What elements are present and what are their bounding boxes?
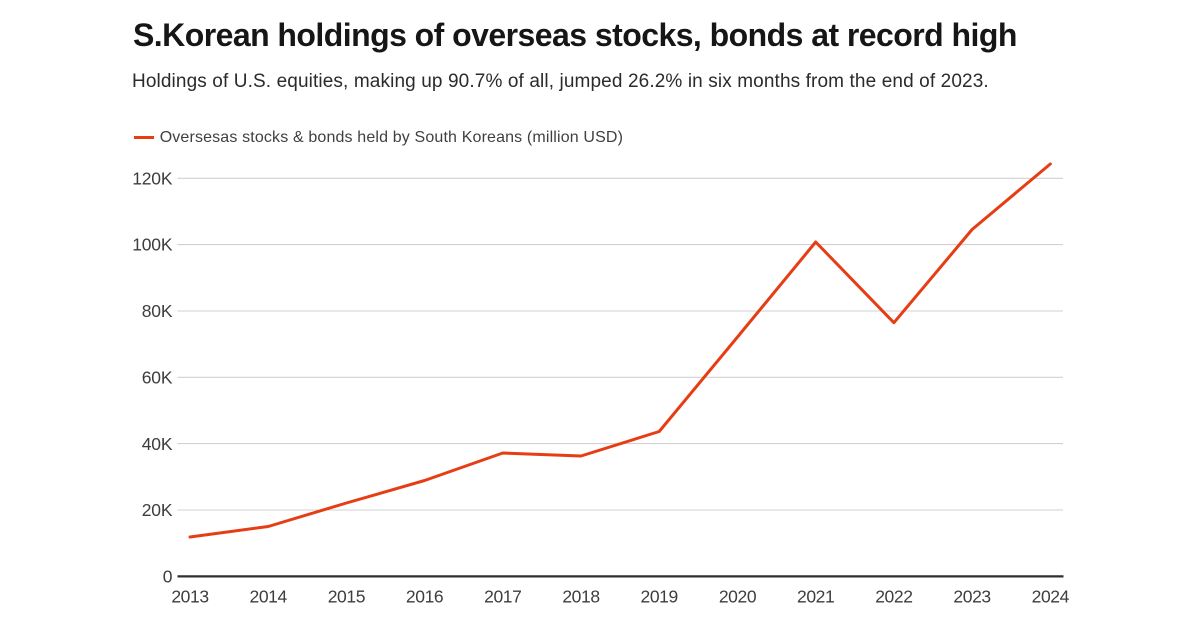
svg-text:2016: 2016 bbox=[406, 586, 443, 606]
svg-text:100K: 100K bbox=[132, 235, 173, 255]
svg-text:20K: 20K bbox=[142, 500, 173, 520]
svg-text:2019: 2019 bbox=[641, 586, 678, 606]
svg-text:2015: 2015 bbox=[328, 586, 365, 606]
svg-text:0: 0 bbox=[163, 567, 173, 587]
svg-text:120K: 120K bbox=[132, 168, 173, 188]
svg-text:2023: 2023 bbox=[953, 586, 990, 606]
svg-text:2024: 2024 bbox=[1032, 586, 1070, 606]
svg-text:2014: 2014 bbox=[250, 586, 288, 606]
svg-text:60K: 60K bbox=[142, 367, 173, 387]
svg-text:2013: 2013 bbox=[171, 586, 208, 606]
svg-text:2018: 2018 bbox=[562, 586, 599, 606]
svg-text:40K: 40K bbox=[142, 434, 173, 454]
svg-text:2017: 2017 bbox=[484, 586, 521, 606]
svg-text:2020: 2020 bbox=[719, 586, 757, 606]
svg-text:2022: 2022 bbox=[875, 586, 912, 606]
svg-text:2021: 2021 bbox=[797, 586, 834, 606]
svg-text:80K: 80K bbox=[142, 301, 173, 321]
